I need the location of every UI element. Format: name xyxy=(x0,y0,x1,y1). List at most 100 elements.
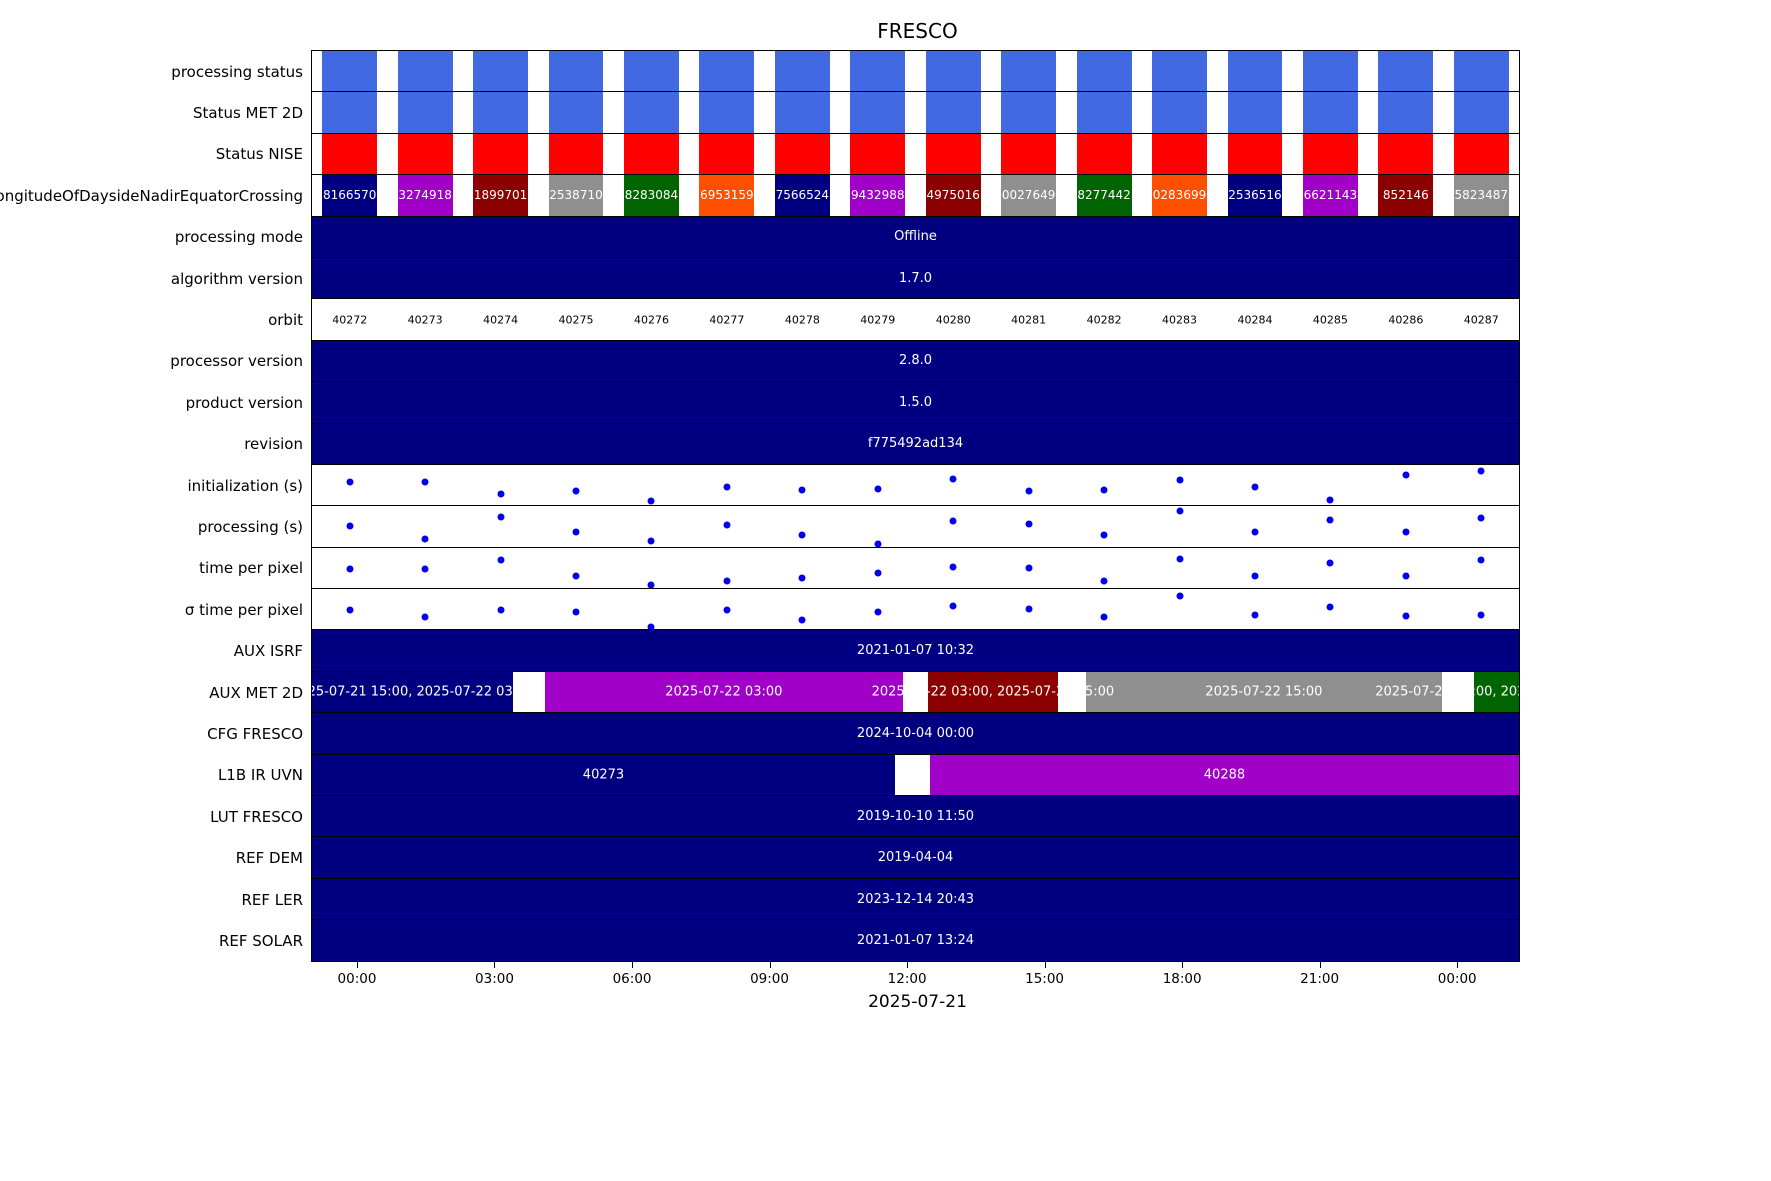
scatter-dot xyxy=(572,528,580,536)
row-algorithm-version: algorithm version 1.7.0 xyxy=(0,256,1771,300)
status-block xyxy=(1227,133,1283,175)
tick-mark-line xyxy=(907,962,909,968)
tick-label: 09:00 xyxy=(750,971,789,987)
status-block xyxy=(925,92,981,133)
row-ref-ler: REF LER 2023-12-14 20:43 xyxy=(0,877,1771,921)
tick-label: 03:00 xyxy=(475,971,514,987)
row-label-ref-dem: REF DEM xyxy=(0,837,311,878)
status-block xyxy=(1378,92,1434,133)
tick-label: 00:00 xyxy=(1437,971,1477,987)
status-block: 9432988 xyxy=(850,175,906,216)
scatter-dot xyxy=(1477,467,1485,475)
row-label-text: REF DEM xyxy=(235,849,303,868)
status-block: 3274918 xyxy=(397,175,453,216)
row-track-processor-version: 2.8.0 xyxy=(311,339,1520,383)
status-block xyxy=(925,133,981,175)
orbit-number: 40273 xyxy=(407,313,443,327)
scatter-dot xyxy=(346,565,354,573)
status-block xyxy=(624,92,679,133)
bar-value: 1.5.0 xyxy=(898,394,933,410)
status-block xyxy=(774,133,830,175)
row-time-per-pixel: time per pixel xyxy=(0,546,1771,590)
row-label-longitudeofdaysidenadirequatorcrossing: LongitudeOfDaysideNadirEquatorCrossing xyxy=(0,175,311,216)
timeline-segment: 2025-07-22 03:00, 2025-07-22 15:00 xyxy=(872,671,1114,713)
status-block: 7566524 xyxy=(774,175,830,216)
status-block xyxy=(624,51,679,92)
scatter-dot xyxy=(874,540,882,547)
status-block xyxy=(548,133,604,175)
status-block xyxy=(397,92,453,133)
bar-value: 2023-12-14 20:43 xyxy=(856,891,975,907)
scatter-dot xyxy=(723,483,731,491)
segment-value: 2025-07-22 15:00, 2025-07-23 03:00 xyxy=(1375,684,1519,700)
row-label-text: time per pixel xyxy=(199,559,303,578)
row-label-ref-solar: REF SOLAR xyxy=(0,920,311,961)
scatter-dot xyxy=(647,537,655,545)
scatter-dot xyxy=(1251,483,1259,491)
row-label-time-per-pixel: time per pixel xyxy=(0,548,311,589)
bar-value: 2.8.0 xyxy=(898,353,933,369)
block-value: 3274918 xyxy=(398,188,452,203)
block-value: 1899701 xyxy=(473,188,528,203)
tick-mark-line xyxy=(357,962,358,968)
chart-title: FRESCO xyxy=(877,19,958,43)
status-block: 5823487 xyxy=(1453,175,1509,216)
scatter-dot xyxy=(647,497,655,505)
scatter-dot xyxy=(1025,520,1033,528)
status-block xyxy=(1378,133,1434,175)
row-time-per-pixel: σ time per pixel xyxy=(0,588,1771,631)
segment-value: 2025-07-22 03:00, 2025-07-22 15:00 xyxy=(871,684,1115,700)
row-status-met-2d: Status MET 2D xyxy=(0,91,1771,134)
scatter-dot xyxy=(1025,605,1033,613)
scatter-dot xyxy=(346,606,354,614)
scatter-dot xyxy=(1251,611,1259,619)
scatter-dot xyxy=(1402,572,1410,580)
status-block xyxy=(925,51,981,92)
row-track-processing-status xyxy=(311,50,1520,93)
orbit-number: 40286 xyxy=(1388,313,1424,327)
status-block: 0283699 xyxy=(1152,175,1207,216)
row-track-time-per-pixel xyxy=(311,546,1520,590)
scatter-dot xyxy=(1176,592,1184,600)
x-axis-label: 2025-07-21 xyxy=(868,992,967,1012)
scatter-dot xyxy=(1025,487,1033,495)
row-label-text: Status NISE xyxy=(215,145,303,164)
segment-value: 40273 xyxy=(582,767,625,783)
scatter-dot xyxy=(1251,572,1259,580)
orbit-number: 40287 xyxy=(1463,313,1499,327)
block-value: 8166570 xyxy=(322,188,377,203)
row-label-text: processor version xyxy=(170,352,303,371)
scatter-dot xyxy=(1326,516,1334,524)
bar-value: 2021-01-07 10:32 xyxy=(856,643,975,659)
status-block: 2538710 xyxy=(548,175,604,216)
orbit-number: 40280 xyxy=(935,313,971,327)
scatter-dot xyxy=(1326,559,1334,567)
row-track-orbit: 40272 40273 40274 40275 40276 40277 40278 40279… xyxy=(311,298,1520,341)
scatter-dot xyxy=(497,556,505,564)
timeline-segment: 2025-07-22 03:00 xyxy=(544,671,904,713)
status-block xyxy=(1453,92,1509,133)
status-block xyxy=(850,92,906,133)
segment-value: 2025-07-21 15:00, 2025-07-22 03:00 xyxy=(311,684,534,700)
row-track-initialization-s xyxy=(311,463,1520,507)
status-block: 2536516 xyxy=(1227,175,1283,216)
timeline-segment: 2025-07-22 15:00, 2025-07-23 03:00 xyxy=(1375,671,1519,713)
scatter-dot xyxy=(949,563,957,571)
row-track-cfg-fresco: 2024-10-04 00:00 xyxy=(311,712,1520,755)
row-label-processing-mode: processing mode xyxy=(0,217,311,258)
orbit-number: 40277 xyxy=(709,313,745,327)
row-label-algorithm-version: algorithm version xyxy=(0,258,311,299)
row-label-l1b-ir-uvn: L1B IR UVN xyxy=(0,755,311,796)
timeline-segment: 40288 xyxy=(929,754,1519,796)
block-value: 8283084 xyxy=(624,188,679,203)
row-processing-status: processing status xyxy=(0,50,1771,93)
tick-label: 12:00 xyxy=(887,971,927,987)
row-track-status-nise xyxy=(311,132,1520,176)
status-block xyxy=(1076,51,1132,92)
tick-mark-line xyxy=(1182,962,1184,968)
status-block: 6621143 xyxy=(1302,175,1358,216)
row-processing-mode: processing mode Offline xyxy=(0,215,1771,258)
scatter-dot xyxy=(949,517,957,525)
row-label-text: processing mode xyxy=(174,228,303,247)
status-block xyxy=(1152,51,1207,92)
